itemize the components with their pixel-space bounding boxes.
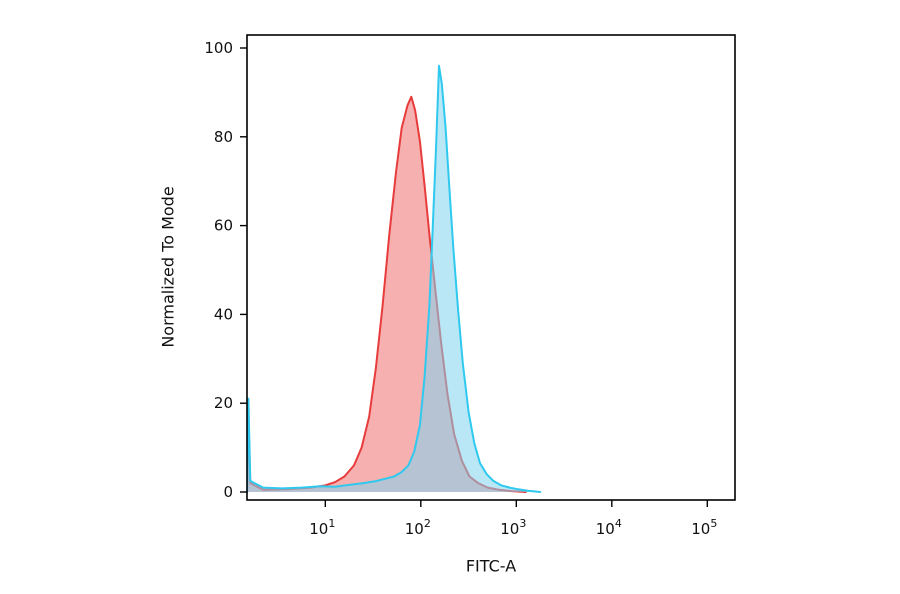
x-tick-label: 101 — [309, 517, 335, 538]
x-axis-ticks: 101 102 103 104 105 — [309, 500, 717, 538]
cyan-histogram-line — [247, 64, 542, 493]
y-tick-label: 60 — [214, 217, 233, 235]
histogram-curves — [247, 64, 542, 493]
y-tick-label: 100 — [204, 39, 233, 57]
y-tick-label: 80 — [214, 128, 233, 146]
x-tick-label: 105 — [691, 517, 717, 538]
y-tick-label: 20 — [214, 394, 233, 412]
y-axis-ticks: 0 20 40 60 80 100 — [204, 39, 247, 501]
y-tick-label: 0 — [223, 483, 233, 501]
plot-frame — [246, 34, 736, 501]
y-tick-label: 40 — [214, 305, 233, 323]
y-axis-title: Normalized To Mode — [158, 186, 178, 348]
x-axis-title: FITC-A — [465, 556, 517, 576]
x-tick-label: 102 — [405, 517, 431, 538]
x-tick-label: 104 — [596, 517, 622, 538]
x-tick-label: 103 — [500, 517, 526, 538]
red-histogram-fill — [247, 96, 526, 493]
